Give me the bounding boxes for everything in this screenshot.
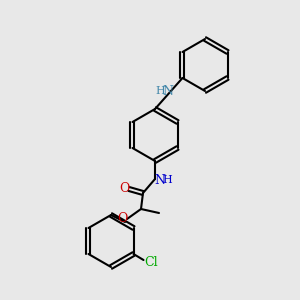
Text: H: H — [162, 175, 172, 185]
Text: O: O — [119, 182, 129, 194]
Text: H: H — [156, 86, 166, 97]
Text: N: N — [162, 85, 173, 98]
Text: O: O — [117, 212, 127, 226]
Text: N: N — [154, 173, 166, 187]
Text: Cl: Cl — [145, 256, 158, 269]
